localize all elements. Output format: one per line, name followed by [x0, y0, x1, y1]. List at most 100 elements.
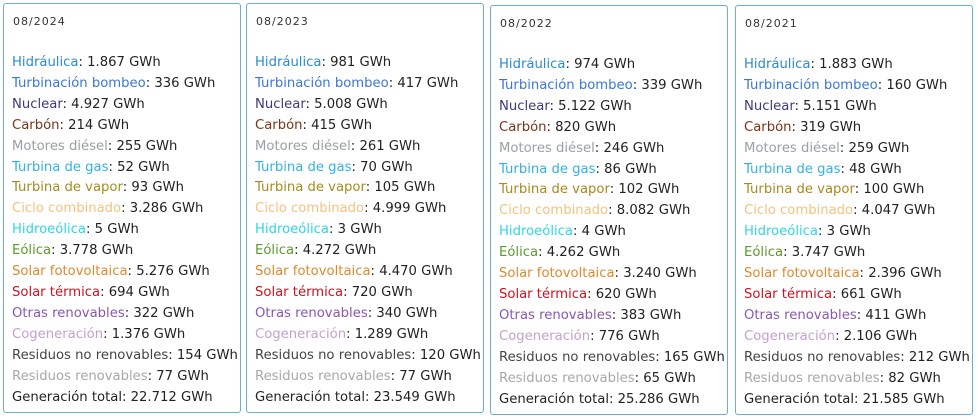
- source-value: 77 GWh: [399, 368, 452, 384]
- source-value: 3.778 GWh: [59, 243, 134, 259]
- source-value: 820 GWh: [555, 119, 617, 135]
- generation-row: Turbinación bombeo: 160 GWh: [744, 77, 948, 93]
- card-date: 08/2021: [745, 17, 798, 30]
- generation-row: Residuos renovables: 82 GWh: [744, 370, 941, 386]
- generation-row: Ciclo combinado: 4.999 GWh: [255, 201, 447, 217]
- source-value: 77 GWh: [156, 368, 209, 384]
- source-label: Hidroeólica: [255, 222, 329, 238]
- generation-row: Eólica: 4.262 GWh: [499, 245, 621, 261]
- source-value: 1.289 GWh: [354, 326, 429, 342]
- source-value: 4.927 GWh: [71, 96, 145, 112]
- source-value: 48 GWh: [849, 161, 902, 177]
- source-label: Cogeneración: [12, 326, 104, 342]
- source-value: 4.272 GWh: [302, 243, 377, 259]
- source-label: Eólica: [499, 245, 539, 261]
- source-value: 4.047 GWh: [861, 203, 936, 219]
- generation-row: Residuos no renovables: 212 GWh: [744, 349, 970, 365]
- card-date: 08/2022: [500, 17, 553, 30]
- source-value: 620 GWh: [595, 286, 657, 302]
- source-label: Carbón: [499, 119, 547, 135]
- generation-row: Hidráulica: 1.867 GWh: [12, 55, 161, 70]
- source-value: 5.122 GWh: [558, 98, 632, 114]
- source-label: Ciclo combinado: [255, 201, 365, 217]
- generation-list: Hidráulica: 1.883 GWh Turbinación bombeo:…: [744, 55, 970, 410]
- generation-row: Hidroeólica: 5 GWh: [12, 222, 139, 238]
- generation-row: Eólica: 4.272 GWh: [255, 243, 377, 259]
- source-label: Solar térmica: [255, 284, 344, 300]
- source-value: 5.276 GWh: [136, 264, 210, 280]
- generation-row: Ciclo combinado: 8.082 GWh: [499, 203, 691, 219]
- generation-row: Residuos renovables: 77 GWh: [12, 368, 209, 384]
- generation-row: Turbinación bombeo: 339 GWh: [499, 77, 703, 93]
- source-label: Generación total: [499, 391, 609, 407]
- month-card: 08/2022 Hidráulica: 974 GWh Turbinación bo…: [490, 5, 728, 415]
- source-label: Otras renovables: [499, 307, 612, 323]
- source-label: Turbinación bombeo: [12, 75, 146, 91]
- source-value: 5 GWh: [94, 222, 139, 238]
- source-label: Turbinación bombeo: [255, 75, 389, 91]
- source-value: 383 GWh: [620, 307, 682, 323]
- generation-row: Generación total: 21.585 GWh: [744, 391, 945, 407]
- source-label: Solar térmica: [499, 286, 588, 302]
- source-label: Eólica: [12, 243, 52, 259]
- source-label: Generación total: [12, 389, 122, 405]
- source-value: 165 GWh: [663, 349, 725, 365]
- source-value: 3.240 GWh: [623, 266, 697, 282]
- generation-row: Nuclear: 4.927 GWh: [12, 96, 145, 112]
- source-value: 3 GWh: [337, 222, 382, 238]
- source-value: 776 GWh: [598, 328, 660, 344]
- source-value: 3.747 GWh: [791, 245, 866, 261]
- source-value: 336 GWh: [154, 75, 216, 91]
- source-label: Carbón: [12, 117, 60, 133]
- source-label: Hidroeólica: [744, 224, 818, 240]
- source-value: 5.151 GWh: [803, 98, 877, 114]
- source-value: 154 GWh: [176, 347, 238, 363]
- source-value: 1.867 GWh: [87, 55, 161, 70]
- generation-row: Hidroeólica: 3 GWh: [744, 224, 871, 240]
- generation-row: Ciclo combinado: 4.047 GWh: [744, 203, 936, 219]
- source-value: 8.082 GWh: [616, 203, 691, 219]
- source-label: Residuos no renovables: [499, 349, 656, 365]
- source-value: 981 GWh: [330, 55, 392, 70]
- source-value: 1.376 GWh: [111, 326, 186, 342]
- source-value: 2.106 GWh: [843, 328, 918, 344]
- generation-row: Carbón: 319 GWh: [744, 119, 862, 135]
- source-label: Cogeneración: [499, 328, 591, 344]
- generation-row: Hidráulica: 974 GWh: [499, 57, 636, 72]
- source-value: 82 GWh: [888, 370, 941, 386]
- source-value: 212 GWh: [908, 349, 970, 365]
- source-label: Nuclear: [255, 96, 306, 112]
- generation-row: Cogeneración: 2.106 GWh: [744, 328, 918, 344]
- generation-row: Turbina de vapor: 100 GWh: [744, 182, 925, 198]
- source-label: Nuclear: [744, 98, 795, 114]
- generation-row: Turbinación bombeo: 417 GWh: [255, 75, 459, 91]
- source-label: Turbina de vapor: [255, 180, 366, 196]
- source-value: 4 GWh: [581, 224, 626, 240]
- source-label: Eólica: [255, 243, 295, 259]
- source-label: Hidráulica: [499, 57, 566, 72]
- generation-row: Motores diésel: 246 GWh: [499, 140, 665, 156]
- source-label: Residuos renovables: [744, 370, 880, 386]
- source-label: Ciclo combinado: [12, 201, 122, 217]
- source-label: Nuclear: [12, 96, 63, 112]
- generation-row: Carbón: 820 GWh: [499, 119, 617, 135]
- source-value: 2.396 GWh: [868, 266, 942, 282]
- source-value: 417 GWh: [397, 75, 459, 91]
- source-label: Ciclo combinado: [499, 203, 609, 219]
- generation-row: Residuos renovables: 77 GWh: [255, 368, 452, 384]
- source-label: Cogeneración: [744, 328, 836, 344]
- source-value: 246 GWh: [603, 140, 665, 156]
- generation-row: Solar térmica: 720 GWh: [255, 284, 413, 300]
- source-value: 694 GWh: [108, 284, 170, 300]
- source-value: 340 GWh: [376, 305, 438, 321]
- source-value: 4.470 GWh: [379, 264, 453, 280]
- generation-list: Hidráulica: 1.867 GWh Turbinación bombeo:…: [12, 53, 238, 408]
- generation-row: Hidroeólica: 3 GWh: [255, 222, 382, 238]
- source-label: Solar térmica: [744, 286, 833, 302]
- generation-row: Residuos renovables: 65 GWh: [499, 370, 696, 386]
- source-label: Turbinación bombeo: [499, 77, 633, 93]
- source-label: Hidroeólica: [12, 222, 86, 238]
- source-value: 105 GWh: [374, 180, 436, 196]
- source-value: 339 GWh: [641, 77, 703, 93]
- generation-row: Otras renovables: 411 GWh: [744, 307, 927, 323]
